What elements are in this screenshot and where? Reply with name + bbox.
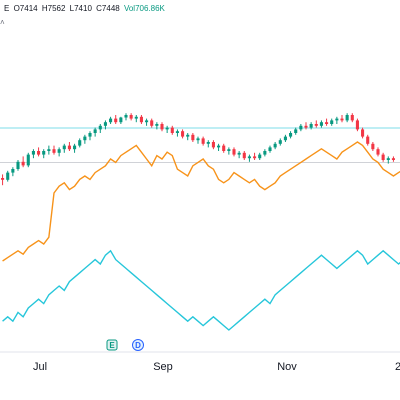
candle-body [227, 149, 231, 151]
candle-body [109, 118, 113, 123]
candle-body [129, 115, 133, 119]
candle-body [237, 152, 241, 155]
candle-body [52, 149, 56, 153]
candle-body [278, 140, 282, 144]
candle-body [350, 115, 354, 121]
symbol-suffix: E [4, 4, 10, 13]
candle-body [196, 138, 200, 141]
candle-body [155, 124, 159, 126]
candle-body [88, 133, 92, 137]
candle-body [165, 127, 169, 130]
candle-body [16, 161, 20, 169]
candle-body [222, 145, 226, 151]
x-tick-label: Jul [33, 361, 47, 373]
candle-body [67, 145, 71, 150]
candle-body [191, 134, 195, 141]
candle-body [376, 149, 380, 155]
candle-body [386, 158, 390, 160]
collapse-legend-button[interactable]: ˄ [0, 18, 7, 27]
candle-body [160, 124, 164, 130]
candle-body [314, 124, 318, 126]
high-value: H7562 [41, 4, 66, 13]
candle-body [381, 154, 385, 160]
candle-body [21, 161, 25, 166]
candle-body [139, 116, 143, 123]
candle-body [294, 129, 298, 133]
candle-body [232, 149, 236, 155]
candle-body [299, 125, 303, 130]
candle-body [325, 122, 329, 124]
candle-body [42, 151, 46, 155]
candle-body [62, 145, 66, 150]
candle-body [391, 158, 395, 160]
earnings-badge-icon[interactable]: E [106, 339, 118, 351]
event-badge-shape [106, 339, 118, 351]
candle-body [258, 154, 262, 159]
candle-body [83, 136, 87, 141]
dividend-badge-icon[interactable]: D [132, 339, 144, 351]
candle-body [119, 117, 123, 123]
event-badge-label: D [135, 341, 141, 350]
event-badge-label: E [109, 341, 115, 350]
candle-body [242, 152, 246, 159]
candle-body [289, 133, 293, 137]
candle-body [309, 124, 313, 128]
candle-body [371, 143, 375, 150]
candle-body [1, 178, 5, 180]
candle-body [73, 145, 77, 150]
candle-body [57, 149, 61, 153]
candle-body [6, 172, 10, 180]
candle-body [170, 127, 174, 133]
candle-body [134, 116, 138, 119]
candle-body [201, 138, 205, 144]
candle-body [355, 120, 359, 130]
candle-body [78, 140, 82, 146]
candle-body [345, 115, 349, 121]
candle-body [247, 156, 251, 159]
candle-body [217, 145, 221, 148]
candle-body [93, 129, 97, 133]
candle-body [186, 134, 190, 137]
orange-series-line [2, 141, 400, 262]
cyan-series-line [2, 249, 400, 331]
candle-body [253, 156, 257, 159]
low-value: L7410 [69, 4, 92, 13]
candle-body [330, 120, 334, 124]
candle-body [340, 118, 344, 121]
candle-body [273, 143, 277, 148]
close-value: C7448 [96, 4, 120, 13]
candle-body [124, 115, 128, 118]
x-tick-label: 2 [395, 361, 400, 373]
candle-body [150, 120, 154, 126]
candle-body [181, 131, 185, 137]
event-badge-shape [132, 339, 144, 351]
candle-body [268, 147, 272, 151]
candle-body [114, 118, 118, 123]
candle-body [31, 151, 35, 155]
candle-body [211, 142, 215, 148]
ohlc-readout: E O7414 H7562 L7410 C7448 Vol706.86K [4, 4, 167, 13]
open-value: O7414 [13, 4, 38, 13]
candle-body [47, 149, 51, 151]
candle-body [175, 131, 179, 133]
candle-body [145, 120, 149, 123]
candle-body [304, 125, 308, 128]
candle-body [11, 169, 15, 173]
volume-value: Vol706.86K [123, 4, 165, 13]
candle-body [283, 136, 287, 141]
candle-body [206, 142, 210, 144]
candle-body [263, 151, 267, 155]
candle-body [26, 154, 30, 166]
collapse-glyph-icon: ˄ [0, 18, 5, 27]
candle-body [103, 122, 107, 126]
candle-body [366, 136, 370, 144]
x-tick-label: Sep [153, 361, 173, 373]
candle-body [361, 129, 365, 137]
x-tick-label: Nov [277, 361, 297, 373]
candle-body [335, 118, 339, 121]
candle-body [37, 151, 41, 155]
candle-body [319, 122, 323, 126]
candle-body [98, 125, 102, 130]
